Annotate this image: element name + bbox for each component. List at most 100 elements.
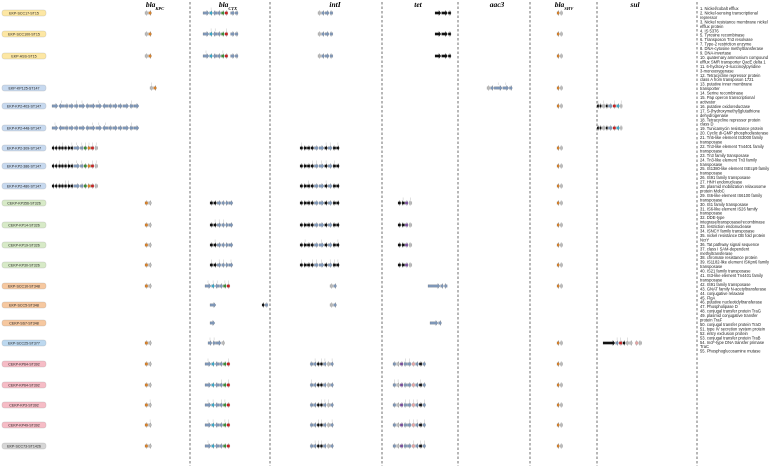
gene-arrow (310, 200, 314, 206)
gene-arrow (144, 283, 149, 289)
gene-arrow (332, 163, 336, 169)
gene-arrow (314, 222, 319, 228)
legend-item: 17. S-(hydroxymethyl)glutathione dehydrog… (700, 108, 761, 117)
gene-arrow (209, 302, 217, 308)
gene-arrow (215, 283, 220, 289)
strain-label-box (1, 421, 47, 429)
gene-arrow (596, 125, 600, 131)
gene-arrow (217, 262, 222, 268)
gene-arrow (556, 183, 560, 189)
legend-item: 36. Tat pathway signal sequence (700, 242, 760, 247)
gene-arrow (148, 443, 152, 449)
gene-arrow (405, 200, 409, 206)
gene-arrow (221, 262, 225, 268)
strain-label-text: CEKP-KP64-ST392 (8, 362, 40, 366)
gene-arrow (223, 382, 227, 388)
gene-arrow (87, 183, 91, 189)
gene-arrow (396, 361, 400, 367)
legend-item: 33. restriction endonuclease (700, 224, 752, 229)
gene-arrow (144, 53, 149, 59)
gene-arrow (211, 283, 215, 289)
legend-item: 37. class I SAM-dependent methyltransfera… (700, 246, 750, 255)
gene-arrow (560, 443, 563, 449)
gene-arrow (144, 361, 149, 367)
gene-arrow (221, 222, 225, 228)
gene-arrow (326, 402, 331, 408)
gene-arrow (400, 422, 404, 428)
column-header-blaKPC: blaKPC (146, 0, 165, 11)
gene-arrow (303, 183, 307, 189)
gene-arrow (58, 103, 65, 109)
gene-arrow (326, 443, 331, 449)
gene-arrow (299, 163, 304, 169)
strain-label-box (1, 241, 47, 249)
gene-arrow (441, 31, 448, 37)
gene-arrow (314, 163, 319, 169)
strain-label-box (1, 199, 47, 207)
gene-arrow (400, 402, 404, 408)
gene-arrow (235, 31, 239, 37)
gene-arrow (599, 103, 602, 109)
gene-arrow (230, 31, 235, 37)
gene-arrow (211, 382, 215, 388)
gene-arrow (148, 53, 152, 59)
gene-arrow (74, 103, 79, 109)
gene-arrow (392, 402, 397, 408)
legend-item: 15. Pap operon transcriptional activator (700, 95, 755, 104)
gene-arrow (102, 125, 109, 131)
gene-arrow (313, 402, 317, 408)
gene-arrow (560, 85, 563, 91)
gene-arrow (330, 402, 334, 408)
gene-arrow (556, 163, 560, 169)
gene-arrow (556, 382, 560, 388)
gene-arrow (560, 222, 563, 228)
gene-arrow (223, 283, 227, 289)
gene-arrow (397, 200, 402, 206)
strain-label-text: EKP-KP2-386-ST147 (7, 164, 41, 168)
gene-arrow (303, 200, 307, 206)
gene-arrow (213, 222, 217, 228)
column-header-label: bla (219, 0, 229, 9)
legend-item: 2. Nickel-sensing transcriptional repress… (700, 10, 758, 19)
gene-arrow (91, 145, 95, 151)
gene-arrow (209, 320, 216, 326)
gene-arrow (148, 422, 152, 428)
gene-arrow (336, 262, 340, 268)
gene-arrow (556, 85, 560, 91)
gene-arrow (403, 443, 407, 449)
gene-arrow (95, 103, 102, 109)
gene-arrow (204, 361, 212, 367)
gene-arrow (329, 53, 333, 59)
gene-arrow (303, 222, 307, 228)
column-headers: blaKPC blaCTX intI tet aac3 blaSHV sul (146, 0, 641, 11)
gene-arrow (307, 262, 311, 268)
strain-track (144, 197, 563, 206)
gene-arrow (51, 183, 55, 189)
gene-arrow (401, 262, 405, 268)
legend-item: 40. IS21 family transposase (700, 269, 751, 274)
gene-arrow (108, 103, 113, 109)
strain-label-text: EKP-SCC73-ST1426 (7, 444, 41, 448)
gene-arrow (560, 53, 563, 59)
legend-item: 27. HNH endonuclease (700, 180, 743, 185)
gene-arrow (448, 10, 452, 16)
strain-label-text: EKP-KP2-480-ST147 (7, 184, 41, 188)
gene-arrow (408, 222, 412, 228)
gene-arrow (310, 222, 314, 228)
legend-item: 16. putative oxidoreductase (700, 104, 751, 109)
strain-label-text: EKP-SCC25-ST377 (8, 341, 40, 345)
gene-arrow (67, 183, 71, 189)
gene-arrow (556, 53, 560, 59)
gene-arrow (434, 53, 442, 59)
gene-arrow (261, 302, 265, 308)
gene-arrow (422, 443, 426, 449)
gene-arrow (336, 200, 340, 206)
gene-arrow (326, 422, 331, 428)
gene-arrow (419, 422, 423, 428)
gene-arrow (73, 145, 80, 151)
gene-arrow (317, 10, 322, 16)
gene-arrow (94, 183, 98, 189)
gene-arrow (221, 200, 225, 206)
legend-item: 54. IncF-type DNA transfer primase TraC (700, 340, 765, 349)
gene-arrow (207, 340, 213, 346)
